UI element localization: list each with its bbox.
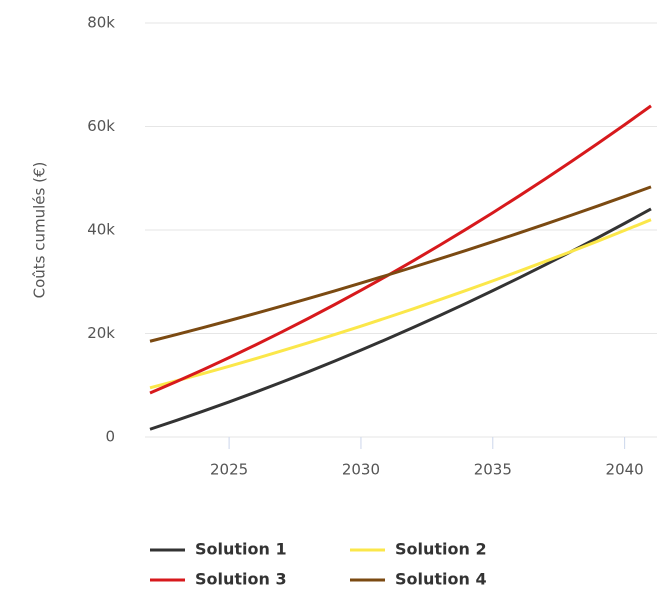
legend-label: Solution 2 — [395, 540, 487, 559]
x-tick-label: 2035 — [474, 461, 512, 479]
legend-label: Solution 4 — [395, 570, 487, 589]
y-tick-label: 80k — [87, 14, 115, 32]
series-line — [149, 104, 652, 395]
y-axis-title: Coûts cumulés (€) — [31, 162, 49, 299]
x-tick-label: 2025 — [210, 461, 248, 479]
x-tick-label: 2040 — [606, 461, 644, 479]
series-line — [149, 218, 652, 390]
y-tick-label: 0 — [105, 428, 115, 446]
legend-label: Solution 3 — [195, 570, 287, 589]
series-line — [149, 185, 652, 343]
series-line — [149, 207, 652, 431]
y-tick-label: 20k — [87, 324, 115, 342]
y-tick-label: 60k — [87, 117, 115, 135]
x-tick-label: 2030 — [342, 461, 380, 479]
y-tick-label: 40k — [87, 221, 115, 239]
legend-label: Solution 1 — [195, 540, 287, 559]
